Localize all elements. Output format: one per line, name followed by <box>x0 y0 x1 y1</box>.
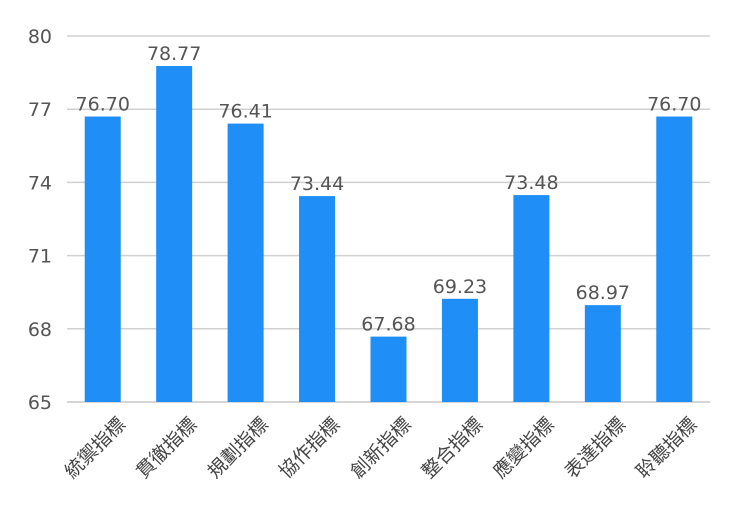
category-label: 規劃指標 <box>203 414 272 483</box>
data-label: 78.77 <box>147 43 201 65</box>
y-tick-label: 68 <box>28 319 52 341</box>
data-label: 76.70 <box>647 94 701 116</box>
bar <box>227 123 264 402</box>
bar <box>441 298 478 402</box>
data-label: 73.48 <box>504 172 558 194</box>
category-label: 聆聽指標 <box>632 414 701 483</box>
bar <box>513 195 550 402</box>
category-label: 創新指標 <box>346 414 415 483</box>
bar <box>656 116 693 403</box>
bar <box>299 196 336 402</box>
bars <box>84 66 693 403</box>
data-labels: 76.70 78.77 76.41 73.44 67.68 69.23 73.48 68.97… <box>76 43 702 336</box>
y-tick-label: 74 <box>28 172 52 194</box>
data-label: 73.44 <box>290 173 344 195</box>
y-tick-label: 71 <box>28 246 52 268</box>
data-label: 69.23 <box>433 276 487 298</box>
bar <box>156 66 193 403</box>
data-label: 67.68 <box>361 314 415 336</box>
bar <box>84 116 121 403</box>
y-tick-label: 65 <box>28 392 52 414</box>
category-label: 表達指標 <box>561 414 630 483</box>
data-label: 68.97 <box>576 282 630 304</box>
y-axis-ticks: 65 68 71 74 77 80 <box>28 26 52 414</box>
bar <box>584 305 621 402</box>
category-label: 應變指標 <box>489 413 559 483</box>
data-label: 76.70 <box>76 94 130 116</box>
category-label: 貫徹指標 <box>132 414 201 483</box>
category-label: 整合指標 <box>418 414 487 483</box>
category-label: 統禦指標 <box>61 414 130 483</box>
x-axis-categories: 統禦指標 貫徹指標 規劃指標 協作指標 創新指標 整合指標 應變指標 表達指標 聆聽指標 <box>61 413 702 483</box>
category-label: 協作指標 <box>275 414 344 483</box>
data-label: 76.41 <box>218 101 272 123</box>
y-tick-label: 80 <box>28 26 52 48</box>
y-tick-label: 77 <box>28 99 52 121</box>
bar <box>370 336 407 402</box>
